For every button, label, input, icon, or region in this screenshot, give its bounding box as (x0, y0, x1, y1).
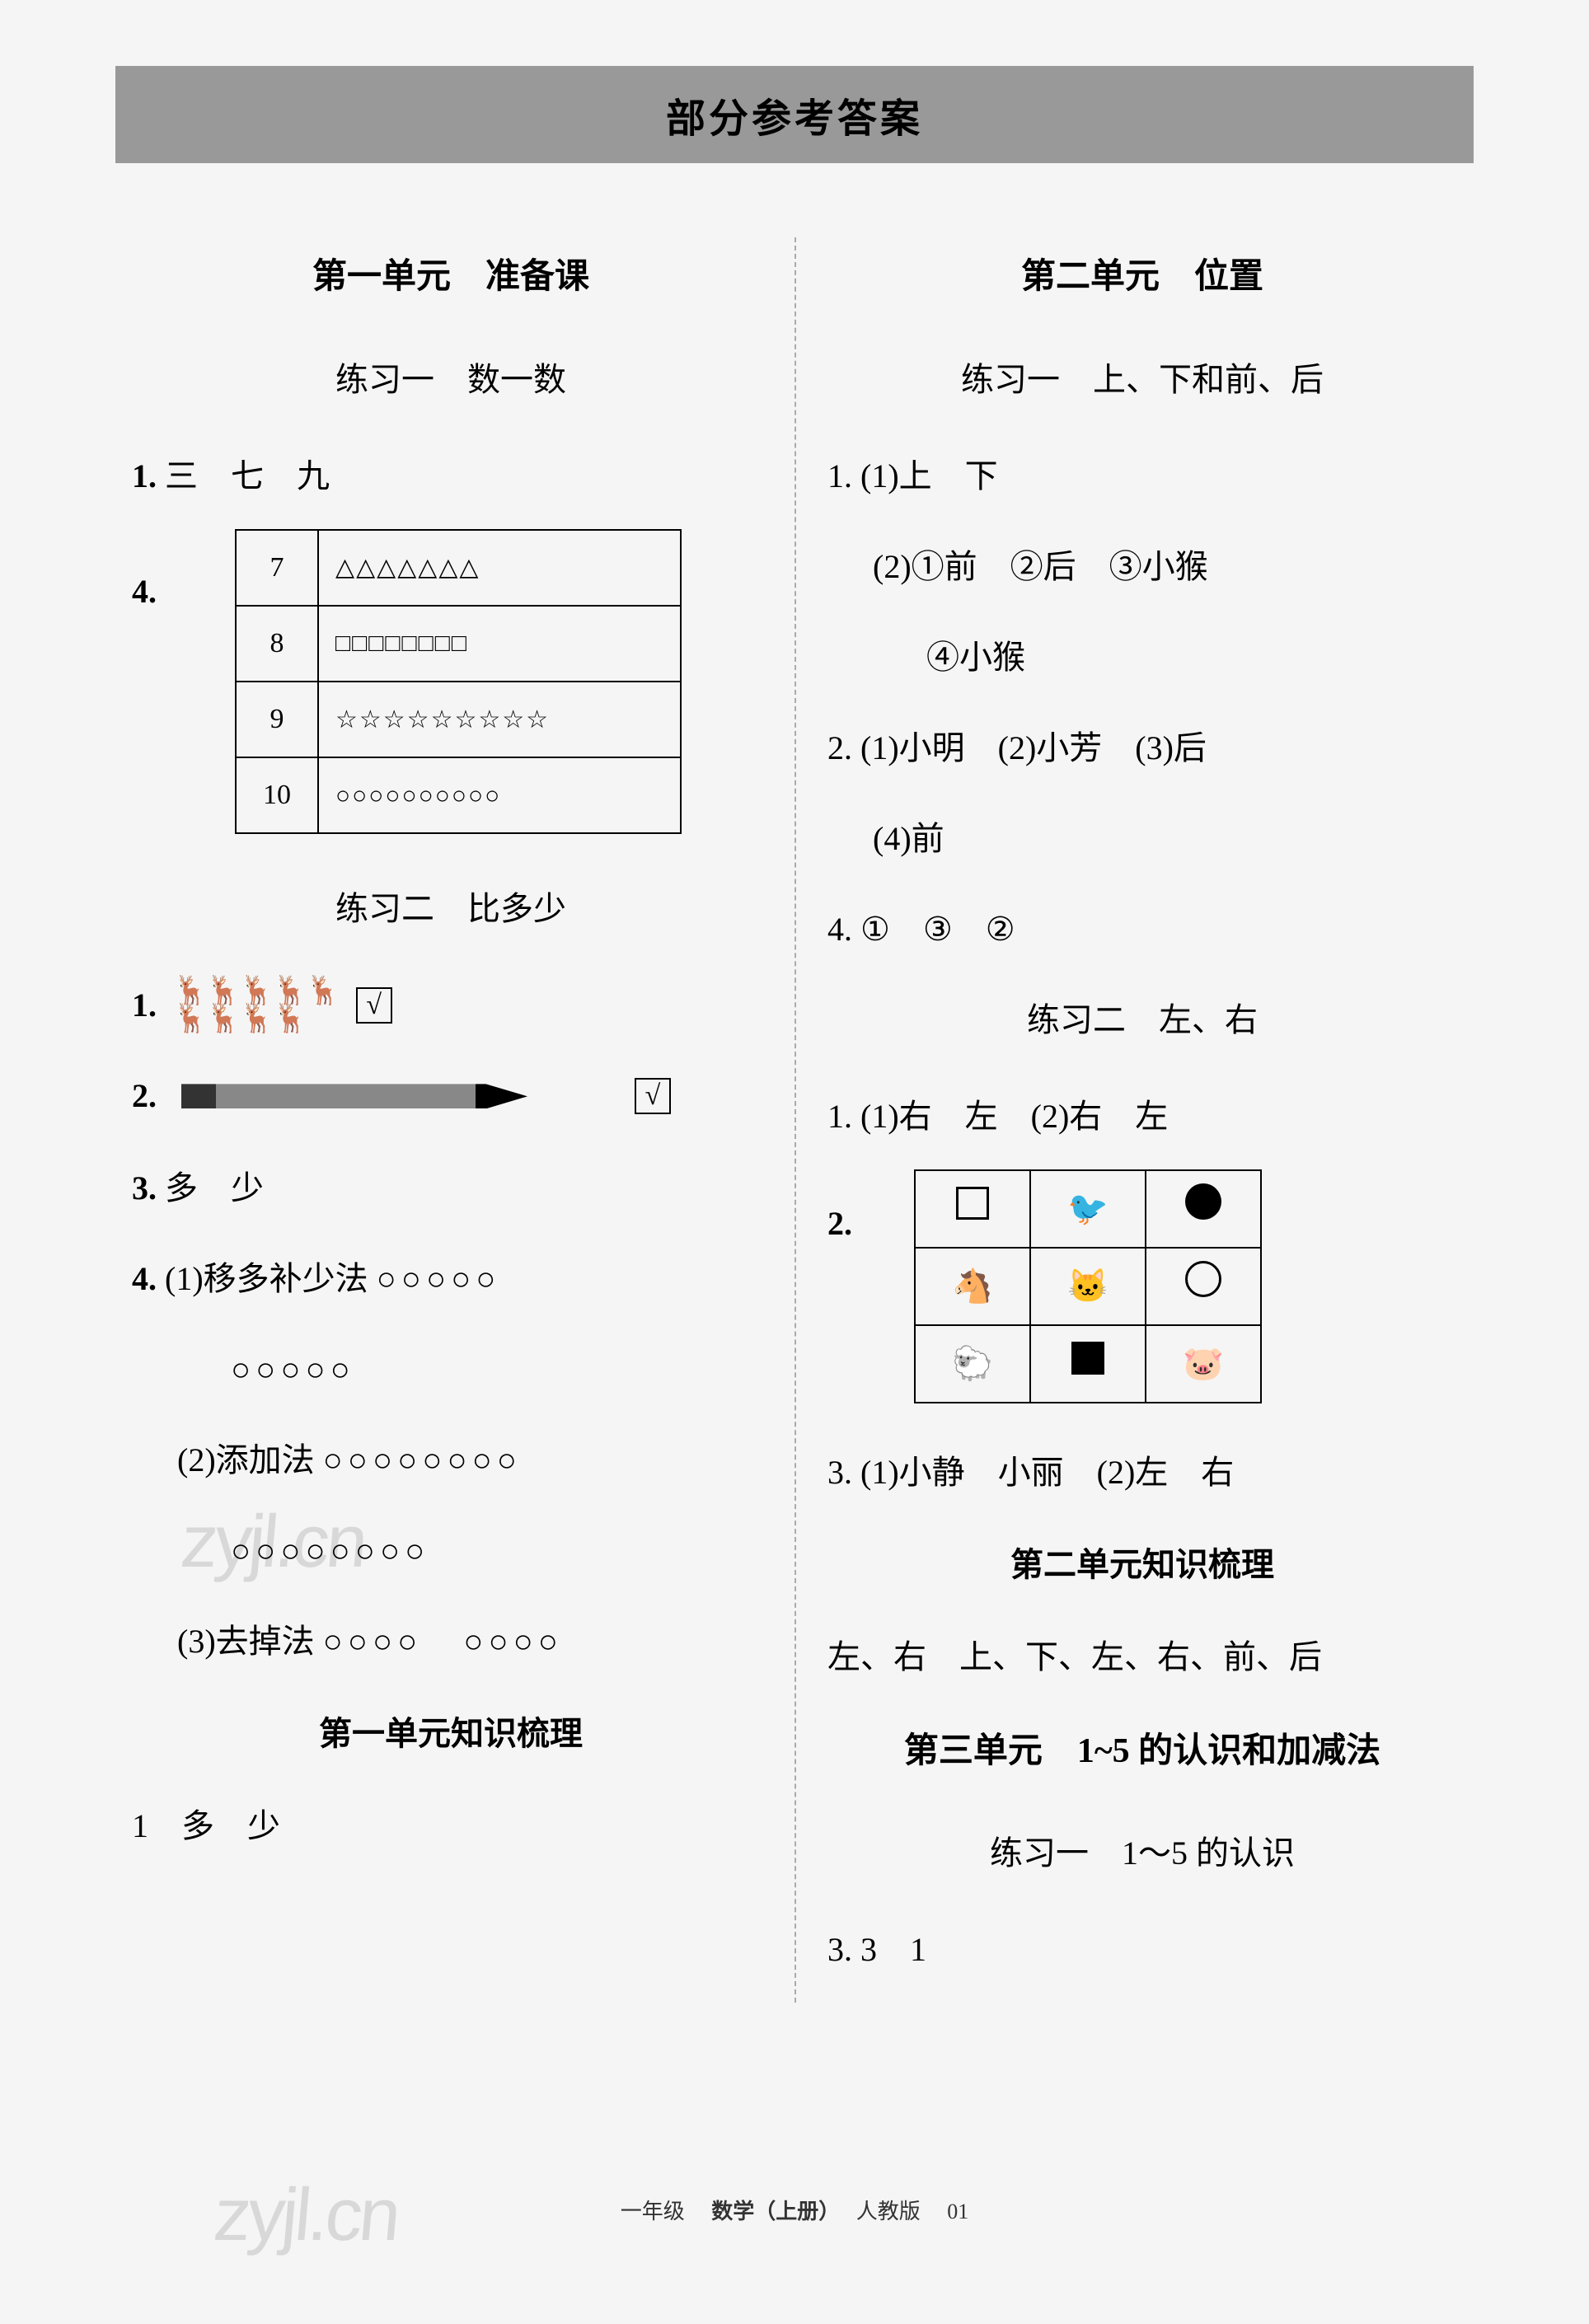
q4a-circles2: ○○○○○ (132, 1332, 770, 1408)
cat-icon: 🐱 (1067, 1267, 1109, 1305)
pig-icon: 🐷 (1183, 1345, 1224, 1382)
table-row: 🐴 🐱 (915, 1248, 1261, 1325)
p2-q4a: 4. (1)移多补少法 ○○○○○ (132, 1241, 770, 1317)
r-q1a: 1. (1)上 下 (827, 438, 1457, 514)
q4-row: 4. 7△△△△△△△ 8□□□□□□□□ 9☆☆☆☆☆☆☆☆☆ 10○○○○○… (132, 529, 770, 855)
cell: 🐦 (1030, 1170, 1146, 1248)
cell-sym: □□□□□□□□ (318, 606, 681, 682)
r-q2: 2. (1)小明 (2)小芳 (3)后 (827, 710, 1457, 786)
footer-subject: 数学（上册） (711, 2200, 829, 2223)
q1: 1. 三 七 九 (132, 438, 770, 514)
circles: ○○○○ (323, 1623, 423, 1660)
p2-q4-label: 4. (132, 1260, 157, 1297)
cell: 🐑 (915, 1325, 1030, 1403)
footer-grade: 一年级 (621, 2200, 685, 2223)
column-divider (794, 237, 796, 2003)
right-column: 第二单元 位置 练习一 上、下和前、后 1. (1)上 下 (2)①前 ②后 ③… (794, 237, 1474, 2003)
r-q2b: (4)前 (827, 801, 1457, 877)
cell (1146, 1248, 1261, 1325)
r-q4: 4. ① ③ ② (827, 892, 1457, 968)
q1-label: 1. (132, 457, 157, 494)
grid-3x3: 🐦 🐴 🐱 🐑 🐷 (914, 1169, 1262, 1403)
unit1-summary-title: 第一单元知识梳理 (132, 1696, 770, 1772)
q4-label: 4. (132, 529, 173, 630)
circles: ○○○○ (463, 1623, 563, 1660)
unit3-title: 第三单元 1~5 的认识和加减法 (827, 1712, 1457, 1792)
q4c-text: (3)去掉法 (177, 1623, 315, 1660)
unit2-summary-text: 左、右 上、下、左、右、前、后 (827, 1619, 1457, 1695)
square-outline-icon (956, 1187, 989, 1220)
unit3-q3: 3. 3 1 (827, 1912, 1457, 1988)
practice2-title: 练习二 比多少 (132, 871, 770, 947)
r-p2-q3: 3. (1)小静 小丽 (2)左 右 (827, 1435, 1457, 1511)
table-row: 9☆☆☆☆☆☆☆☆☆ (236, 682, 681, 757)
q4b-text: (2)添加法 (177, 1441, 315, 1478)
circles: ○○○○○ (377, 1260, 501, 1297)
left-column: 第一单元 准备课 练习一 数一数 1. 三 七 九 4. 7△△△△△△△ 8□… (115, 237, 794, 2003)
q4b-circles2: ○○○○○○○○ (132, 1513, 770, 1589)
r-p2-q1: 1. (1)右 左 (2)右 左 (827, 1079, 1457, 1155)
cell-n: 7 (236, 530, 318, 606)
cell (1146, 1170, 1261, 1248)
table-row: 10○○○○○○○○○○ (236, 757, 681, 833)
pencil-icon (181, 1084, 527, 1108)
cell: 🐱 (1030, 1248, 1146, 1325)
square-filled-icon (1071, 1342, 1104, 1375)
r-p2-q2-label: 2. (827, 1169, 869, 1262)
title-banner: 部分参考答案 (115, 66, 1474, 163)
footer-page: 01 (947, 2200, 968, 2223)
footer: 一年级 数学（上册） 人教版 01 (0, 2195, 1589, 2225)
deer-icon: 🦌🦌🦌🦌🦌 🦌🦌🦌🦌 (173, 977, 340, 1033)
p2-q2: 2. √ (132, 1058, 770, 1134)
horse-icon: 🐴 (952, 1267, 993, 1305)
table-row: 🐑 🐷 (915, 1325, 1261, 1403)
cell (915, 1170, 1030, 1248)
cell-n: 9 (236, 682, 318, 757)
cell-n: 8 (236, 606, 318, 682)
circle-outline-icon (1185, 1261, 1221, 1297)
banner-title: 部分参考答案 (115, 86, 1474, 143)
circles: ○○○○○○○○ (323, 1441, 522, 1478)
sheep-icon: 🐑 (952, 1345, 993, 1382)
unit3-p1-title: 练习一 1～5 的认识 (827, 1816, 1457, 1891)
unit2-title: 第二单元 位置 (827, 237, 1457, 317)
unit2-summary-title: 第二单元知识梳理 (827, 1527, 1457, 1603)
r-p2-q2: 2. 🐦 🐴 🐱 🐑 🐷 (827, 1169, 1457, 1420)
table-row: 7△△△△△△△ (236, 530, 681, 606)
r-practice1-title: 练习一 上、下和前、后 (827, 342, 1457, 418)
cell: 🐴 (915, 1248, 1030, 1325)
p2-q4b: (2)添加法 ○○○○○○○○ (132, 1422, 770, 1498)
r-practice2-title: 练习二 左、右 (827, 982, 1457, 1058)
r-q1c: ④小猴 (827, 620, 1457, 696)
cell (1030, 1325, 1146, 1403)
table-row: 8□□□□□□□□ (236, 606, 681, 682)
table-row: 🐦 (915, 1170, 1261, 1248)
p2-q3: 3. 多 少 (132, 1150, 770, 1226)
cell-n: 10 (236, 757, 318, 833)
p2-q3-text: 多 少 (165, 1169, 264, 1207)
checkbox-icon: √ (356, 987, 392, 1024)
p2-q4c: (3)去掉法 ○○○○ ○○○○ (132, 1604, 770, 1680)
p2-q2-label: 2. (132, 1058, 173, 1134)
shape-table: 7△△△△△△△ 8□□□□□□□□ 9☆☆☆☆☆☆☆☆☆ 10○○○○○○○○… (235, 529, 682, 835)
cell: 🐷 (1146, 1325, 1261, 1403)
footer-edition: 人教版 (856, 2200, 921, 2223)
p2-q1-label: 1. (132, 968, 173, 1043)
checkbox-icon: √ (635, 1078, 671, 1114)
cell-sym: ☆☆☆☆☆☆☆☆☆ (318, 682, 681, 757)
p2-q3-label: 3. (132, 1169, 157, 1207)
q1-text: 三 七 九 (165, 457, 330, 494)
unit1-summary-text: 1 多 少 (132, 1788, 770, 1864)
p2-q1: 1. 🦌🦌🦌🦌🦌 🦌🦌🦌🦌 √ (132, 968, 770, 1043)
practice1-title: 练习一 数一数 (132, 342, 770, 418)
cell-sym: ○○○○○○○○○○ (318, 757, 681, 833)
bird-icon: 🐦 (1067, 1190, 1109, 1227)
cell-sym: △△△△△△△ (318, 530, 681, 606)
circle-filled-icon (1185, 1183, 1221, 1220)
unit1-title: 第一单元 准备课 (132, 237, 770, 317)
q4a-text: (1)移多补少法 (165, 1260, 368, 1297)
r-q1b: (2)①前 ②后 ③小猴 (827, 529, 1457, 605)
